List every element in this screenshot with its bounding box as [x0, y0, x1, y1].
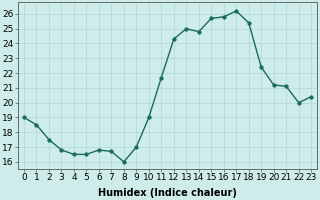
X-axis label: Humidex (Indice chaleur): Humidex (Indice chaleur) — [98, 188, 237, 198]
